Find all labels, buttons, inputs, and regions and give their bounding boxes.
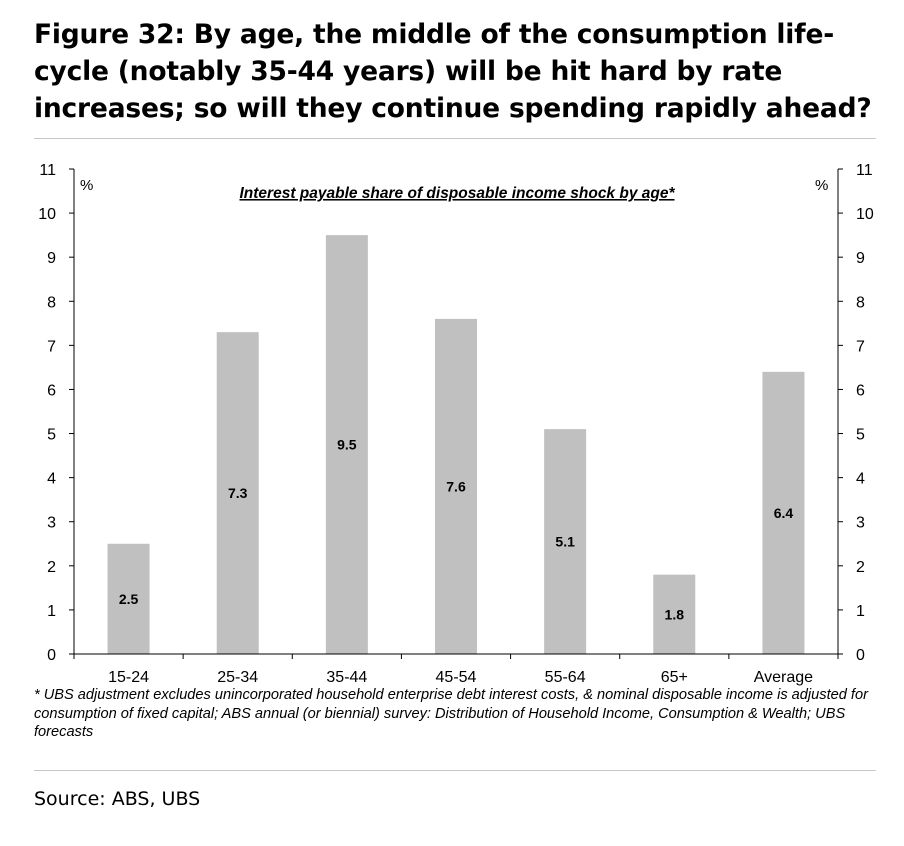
x-tick-label: 55-64 (545, 669, 586, 686)
y-tick-label-right: 0 (856, 647, 865, 664)
x-tick-label: 35-44 (326, 669, 367, 686)
bottom-divider (34, 770, 876, 771)
bar-data-label: 5.1 (555, 534, 575, 550)
bar (762, 371, 805, 654)
bar-data-label: 7.3 (228, 485, 248, 501)
y-tick-label-left: 11 (39, 162, 56, 179)
y-tick-label-right: 7 (856, 338, 865, 355)
figure-title: Figure 32: By age, the middle of the con… (34, 19, 872, 124)
y-tick-label-left: 6 (47, 382, 56, 399)
x-tick-label: 25-34 (217, 669, 258, 686)
x-tick-label: Average (754, 669, 813, 686)
bar-data-label: 7.6 (446, 478, 466, 494)
x-tick-label: 45-54 (436, 669, 477, 686)
y-axis-unit-left: % (80, 177, 93, 194)
y-tick-label-left: 8 (47, 294, 56, 311)
source-note: Source: ABS, UBS (34, 788, 201, 810)
y-tick-label-left: 2 (47, 559, 56, 576)
labels-group: 2.57.39.57.65.11.86.40 01 12 23 34 45 56 67 78 89… (38, 162, 874, 686)
bar (107, 543, 150, 654)
y-tick-label-left: 4 (47, 471, 56, 488)
y-tick-label-right: 3 (856, 515, 865, 532)
bars-group (107, 235, 805, 655)
y-tick-label-right: 1 (856, 603, 865, 620)
footnote: * UBS adjustment excludes unincorporated… (34, 687, 868, 740)
bar (653, 574, 696, 654)
bar (216, 332, 259, 654)
bar-data-label: 9.5 (337, 437, 357, 453)
x-tick-label: 15-24 (108, 669, 149, 686)
y-tick-label-right: 4 (856, 471, 865, 488)
y-tick-label-right: 5 (856, 427, 865, 444)
y-axis-unit-right: % (815, 177, 828, 194)
top-divider (34, 138, 876, 139)
y-tick-label-right: 8 (856, 294, 865, 311)
y-tick-label-right: 2 (856, 559, 865, 576)
bar (435, 318, 477, 654)
bar (325, 235, 368, 655)
y-tick-label-left: 9 (47, 250, 56, 267)
chart-title: Interest payable share of disposable inc… (239, 185, 675, 202)
axes-group (69, 168, 843, 659)
y-tick-label-right: 6 (856, 382, 865, 399)
x-tick-label: 65+ (661, 669, 688, 686)
y-tick-label-left: 7 (47, 338, 56, 355)
bar-data-label: 2.5 (119, 591, 139, 607)
y-tick-label-right: 10 (856, 206, 874, 223)
y-tick-label-left: 1 (47, 603, 56, 620)
y-tick-label-left: 0 (47, 647, 56, 664)
y-tick-label-left: 10 (38, 206, 56, 223)
bar-data-label: 6.4 (774, 505, 794, 521)
bar (544, 429, 587, 654)
y-tick-label-left: 3 (47, 515, 56, 532)
y-tick-label-right: 9 (856, 250, 865, 267)
y-tick-label-right: 11 (856, 162, 873, 179)
bar-data-label: 1.8 (665, 606, 685, 622)
y-tick-label-left: 5 (47, 427, 56, 444)
